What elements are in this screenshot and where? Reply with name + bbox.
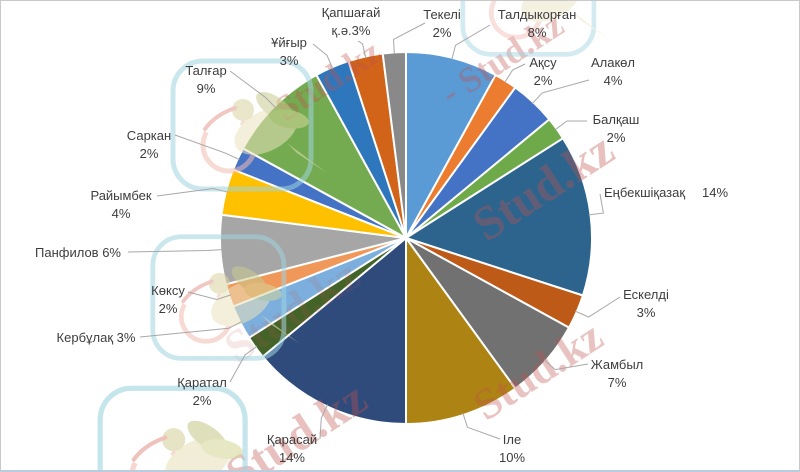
pie-leader-6 xyxy=(543,359,589,371)
pie-label-value: 2% xyxy=(158,301,178,316)
pie-leader-4 xyxy=(588,193,604,216)
pie-leader-8 xyxy=(319,404,329,440)
pie-label-name: Ұйғыр xyxy=(271,35,307,50)
pie-leader-17 xyxy=(357,40,367,59)
pie-leader-2 xyxy=(531,79,590,105)
pie-label-name: Алакөл xyxy=(591,55,635,70)
pie-label-value: 3% xyxy=(279,53,299,68)
pie-label-value: 14% xyxy=(702,185,729,200)
pie-leader-18 xyxy=(392,22,426,55)
pie-label-9: Қаратал 2% xyxy=(177,374,227,410)
pie-label-5: Ескелді 3% xyxy=(623,286,669,322)
pie-label-value: 2% xyxy=(192,393,212,408)
pie-label-value: 4% xyxy=(111,206,131,221)
pie-label-name: Ақсу xyxy=(529,55,557,70)
pie-leader-16 xyxy=(312,43,334,70)
pie-label-7: Іле 10% xyxy=(499,431,525,467)
pie-label-name: Қарасай xyxy=(266,432,318,447)
pie-label-value: 8% xyxy=(527,25,547,40)
pie-label-name: Қапшағай xyxy=(321,5,381,20)
pie-leader-0 xyxy=(451,24,491,60)
pie-label-2: Алакөл 4% xyxy=(591,54,635,90)
pie-label-15: Талғар 9% xyxy=(185,62,226,98)
pie-label-value: 2% xyxy=(533,73,553,88)
pie-label-18: Текелі 2% xyxy=(423,6,461,42)
pie-label-1: Ақсу 2% xyxy=(529,54,556,90)
pie-label-6: Жамбыл 7% xyxy=(591,356,644,392)
pie-leader-5 xyxy=(574,296,621,318)
pie-label-name: Қаратал xyxy=(177,375,227,390)
pie-label-value: 4% xyxy=(603,73,623,88)
pie-leader-7 xyxy=(462,412,501,440)
pie-label-value: 2% xyxy=(139,146,159,161)
pie-label-value: 3% xyxy=(636,305,656,320)
pie-label-10: Кербұлақ 3% xyxy=(57,329,136,347)
pie-label-value: қ.ә.3% xyxy=(331,23,371,38)
pie-label-12: Панфилов 6% xyxy=(35,244,121,262)
pie-label-value: 2% xyxy=(606,130,626,145)
pie-label-name: Еңбекшіқазақ xyxy=(604,185,686,200)
pie-label-name: Жамбыл xyxy=(590,357,644,372)
pie-label-name: Балқаш xyxy=(592,112,640,127)
pie-label-14: Саркан 2% xyxy=(127,127,171,163)
pie-label-value: 10% xyxy=(498,450,526,465)
pie-label-name: Көксу xyxy=(151,283,185,298)
pie-label-17: Қапшағай қ.ә.3% xyxy=(322,4,381,40)
pie-label-name: Талғар xyxy=(185,63,227,78)
pie-label-value: 14% xyxy=(278,450,306,465)
pie-label-4: Еңбекшіқазақ 14% xyxy=(604,184,728,202)
pie-label-name: Кербұлақ 3% xyxy=(56,330,136,345)
pie-label-3: Балқаш 2% xyxy=(593,111,640,147)
pie-label-value: 7% xyxy=(607,375,627,390)
pie-label-11: Көксу 2% xyxy=(151,282,185,318)
pie-label-name: Іле xyxy=(502,432,522,447)
pie-label-8: Қарасай 14% xyxy=(267,431,317,467)
pie-label-0: Талдыкорған 8% xyxy=(498,6,577,42)
pie-label-name: Саркан xyxy=(126,128,172,143)
pie-label-16: Ұйғыр 3% xyxy=(271,34,307,70)
pie-label-name: Талдыкорған xyxy=(497,7,577,22)
pie-label-name: Текелі xyxy=(423,7,461,22)
pie-leader-3 xyxy=(554,120,587,131)
pie-label-name: Панфилов 6% xyxy=(35,245,121,260)
pie-leader-1 xyxy=(504,63,526,83)
pie-label-13: Райымбек 4% xyxy=(90,187,151,223)
pie-label-name: Райымбек xyxy=(90,188,152,203)
pie-label-value: 9% xyxy=(196,81,216,96)
pie-label-value: 2% xyxy=(432,25,452,40)
pie-label-name: Ескелді xyxy=(623,287,669,302)
